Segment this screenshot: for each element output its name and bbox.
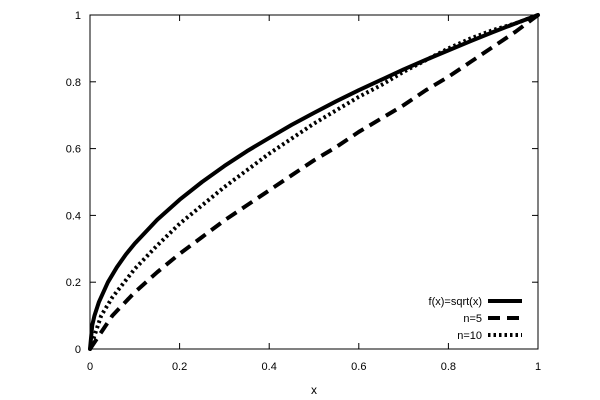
x-tick-label: 0 (87, 361, 93, 373)
legend-label-2: n=10 (457, 330, 482, 342)
x-tick-label: 0.8 (441, 361, 456, 373)
y-tick-label: 0.8 (66, 77, 81, 89)
y-tick-label: 0.4 (66, 210, 81, 222)
y-tick-label: 0.2 (66, 277, 81, 289)
legend-label-0: f(x)=sqrt(x) (429, 296, 482, 308)
y-tick-label: 0.6 (66, 144, 81, 156)
x-axis-label: x (311, 383, 317, 397)
y-tick-label: 1 (75, 10, 81, 22)
x-tick-label: 0.6 (351, 361, 366, 373)
x-tick-label: 0.4 (262, 361, 277, 373)
x-tick-label: 0.2 (172, 361, 187, 373)
y-tick-label: 0 (75, 344, 81, 356)
legend-label-1: n=5 (463, 313, 482, 325)
x-tick-label: 1 (535, 361, 541, 373)
